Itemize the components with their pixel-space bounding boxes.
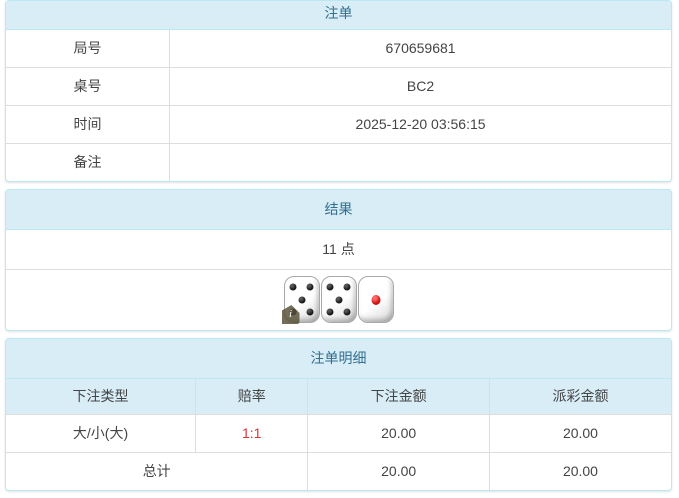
die-pip xyxy=(298,296,305,303)
die-pip xyxy=(306,283,314,291)
col-header-bet-type: 下注类型 xyxy=(6,379,196,415)
die-2-face-5 xyxy=(320,276,357,323)
odds-value: 1:1 xyxy=(195,414,308,453)
info-icon[interactable]: i xyxy=(281,305,300,324)
result-points: 11 点 xyxy=(6,230,671,270)
die-pip xyxy=(335,296,342,303)
die-3-face-1 xyxy=(357,276,394,323)
remark-label: 备注 xyxy=(6,143,170,181)
order-panel-title: 注单 xyxy=(6,1,671,30)
die-pip xyxy=(343,283,351,291)
die-1-face-5: i xyxy=(281,276,320,324)
detail-panel: 注单明细 下注类型 赔率 下注金额 派彩金额 大/小(大) 1:1 20.00 … xyxy=(5,338,672,491)
result-panel-title: 结果 xyxy=(6,190,671,230)
table-row: 时间 2025-12-20 03:56:15 xyxy=(6,105,671,144)
total-bet-amount: 20.00 xyxy=(307,452,490,490)
dice-strip: i xyxy=(281,276,394,324)
die-pip xyxy=(326,308,334,316)
table-number-value: BC2 xyxy=(169,67,671,106)
detail-panel-title: 注单明细 xyxy=(6,339,671,379)
die-pip xyxy=(289,283,297,291)
table-row: 备注 xyxy=(6,143,671,181)
col-header-odds: 赔率 xyxy=(195,379,308,415)
total-row: 总计 20.00 20.00 xyxy=(6,452,671,490)
bet-amount-value: 20.00 xyxy=(307,414,490,453)
table-row: 局号 670659681 xyxy=(6,30,671,68)
table-row: 大/小(大) 1:1 20.00 20.00 xyxy=(6,414,671,453)
col-header-bet-amount: 下注金额 xyxy=(307,379,490,415)
table-row: 桌号 BC2 xyxy=(6,67,671,106)
result-panel: 结果 11 点 i xyxy=(5,189,672,331)
dice-row: i xyxy=(6,270,671,330)
die-pip xyxy=(343,308,351,316)
remark-value xyxy=(169,143,671,181)
game-number-value: 670659681 xyxy=(169,30,671,68)
time-label: 时间 xyxy=(6,105,170,144)
game-number-label: 局号 xyxy=(73,40,102,56)
bet-detail-table: 下注类型 赔率 下注金额 派彩金额 大/小(大) 1:1 20.00 20.00… xyxy=(6,379,671,490)
total-payout-amount: 20.00 xyxy=(488,452,671,490)
col-header-payout-amount: 派彩金额 xyxy=(488,379,671,415)
order-panel: 注单 局号 670659681 桌号 BC2 时间 2025-12-20 03:… xyxy=(5,0,672,182)
total-label: 总计 xyxy=(6,452,308,490)
table-header-row: 下注类型 赔率 下注金额 派彩金额 xyxy=(6,379,671,415)
order-info-table: 局号 670659681 桌号 BC2 时间 2025-12-20 03:56:… xyxy=(6,30,671,181)
time-value: 2025-12-20 03:56:15 xyxy=(169,105,671,144)
die-pip xyxy=(371,294,380,305)
die-pip xyxy=(306,308,314,316)
table-number-label: 桌号 xyxy=(6,67,170,106)
die-pip xyxy=(326,283,334,291)
bet-type-value: 大/小(大) xyxy=(72,425,129,441)
payout-amount-value: 20.00 xyxy=(488,414,671,453)
